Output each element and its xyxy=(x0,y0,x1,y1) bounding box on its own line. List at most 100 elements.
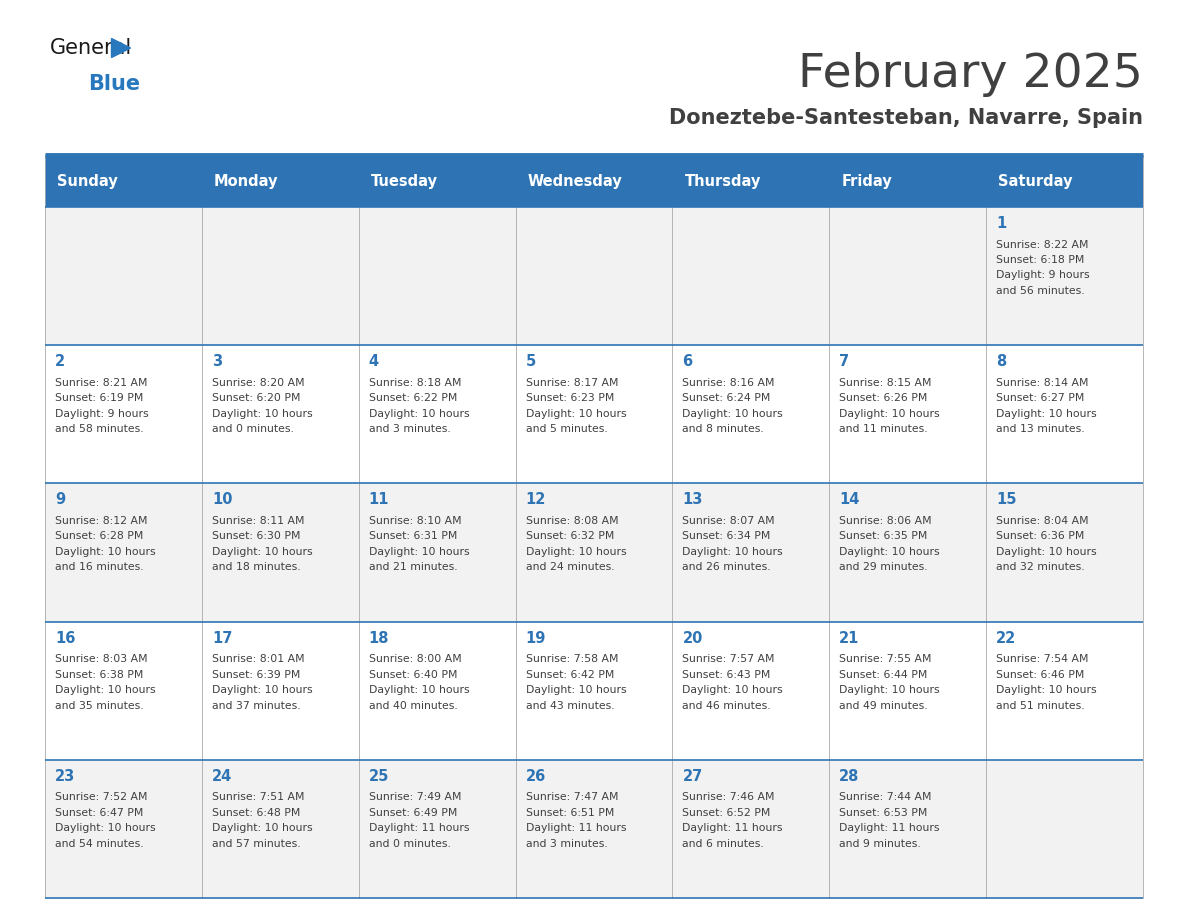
Text: Sunset: 6:53 PM: Sunset: 6:53 PM xyxy=(839,808,928,818)
Text: Sunrise: 7:57 AM: Sunrise: 7:57 AM xyxy=(682,655,775,664)
Bar xyxy=(516,207,672,345)
Text: Daylight: 11 hours: Daylight: 11 hours xyxy=(368,823,469,834)
Text: and 11 minutes.: and 11 minutes. xyxy=(839,424,928,434)
Bar xyxy=(829,621,986,760)
Text: and 32 minutes.: and 32 minutes. xyxy=(997,563,1085,573)
Bar xyxy=(672,484,829,621)
Bar xyxy=(359,207,516,345)
Text: 15: 15 xyxy=(997,492,1017,508)
Text: Sunset: 6:38 PM: Sunset: 6:38 PM xyxy=(55,669,144,679)
Bar xyxy=(45,155,1143,207)
Text: Daylight: 10 hours: Daylight: 10 hours xyxy=(997,547,1097,557)
Text: Sunset: 6:35 PM: Sunset: 6:35 PM xyxy=(839,532,928,542)
Text: and 8 minutes.: and 8 minutes. xyxy=(682,424,764,434)
Text: and 13 minutes.: and 13 minutes. xyxy=(997,424,1085,434)
Text: Sunrise: 7:54 AM: Sunrise: 7:54 AM xyxy=(997,655,1088,664)
Text: Sunset: 6:23 PM: Sunset: 6:23 PM xyxy=(525,393,614,403)
Text: Sunset: 6:51 PM: Sunset: 6:51 PM xyxy=(525,808,614,818)
Text: Sunset: 6:26 PM: Sunset: 6:26 PM xyxy=(839,393,928,403)
Text: Sunset: 6:32 PM: Sunset: 6:32 PM xyxy=(525,532,614,542)
Text: 13: 13 xyxy=(682,492,703,508)
Text: 10: 10 xyxy=(211,492,233,508)
Text: and 29 minutes.: and 29 minutes. xyxy=(839,563,928,573)
Polygon shape xyxy=(112,39,131,58)
Text: and 3 minutes.: and 3 minutes. xyxy=(368,424,450,434)
Bar xyxy=(986,207,1143,345)
Text: and 3 minutes.: and 3 minutes. xyxy=(525,839,607,849)
Text: and 46 minutes.: and 46 minutes. xyxy=(682,700,771,711)
Text: Sunrise: 8:06 AM: Sunrise: 8:06 AM xyxy=(839,516,931,526)
Text: Sunrise: 8:00 AM: Sunrise: 8:00 AM xyxy=(368,655,461,664)
Bar xyxy=(202,345,359,484)
Bar xyxy=(516,621,672,760)
Text: Sunset: 6:40 PM: Sunset: 6:40 PM xyxy=(368,669,457,679)
Text: 7: 7 xyxy=(839,354,849,369)
Text: Thursday: Thursday xyxy=(684,174,760,188)
Text: Sunrise: 7:55 AM: Sunrise: 7:55 AM xyxy=(839,655,931,664)
Text: Sunset: 6:18 PM: Sunset: 6:18 PM xyxy=(997,255,1085,265)
Bar xyxy=(516,760,672,898)
Text: Daylight: 10 hours: Daylight: 10 hours xyxy=(525,685,626,695)
Text: 19: 19 xyxy=(525,631,546,645)
Text: 5: 5 xyxy=(525,354,536,369)
Text: Daylight: 9 hours: Daylight: 9 hours xyxy=(55,409,148,419)
Text: Sunrise: 8:17 AM: Sunrise: 8:17 AM xyxy=(525,377,618,387)
Text: Sunset: 6:44 PM: Sunset: 6:44 PM xyxy=(839,669,928,679)
Text: Daylight: 10 hours: Daylight: 10 hours xyxy=(55,823,156,834)
Text: Sunset: 6:46 PM: Sunset: 6:46 PM xyxy=(997,669,1085,679)
Text: Daylight: 11 hours: Daylight: 11 hours xyxy=(839,823,940,834)
Text: Daylight: 10 hours: Daylight: 10 hours xyxy=(368,685,469,695)
Text: Sunset: 6:20 PM: Sunset: 6:20 PM xyxy=(211,393,301,403)
Text: Sunset: 6:49 PM: Sunset: 6:49 PM xyxy=(368,808,457,818)
Text: Daylight: 10 hours: Daylight: 10 hours xyxy=(368,547,469,557)
Text: Sunday: Sunday xyxy=(57,174,118,188)
Text: Sunset: 6:48 PM: Sunset: 6:48 PM xyxy=(211,808,301,818)
Text: Sunrise: 7:46 AM: Sunrise: 7:46 AM xyxy=(682,792,775,802)
Bar xyxy=(986,484,1143,621)
Text: Sunset: 6:42 PM: Sunset: 6:42 PM xyxy=(525,669,614,679)
Text: Sunrise: 8:03 AM: Sunrise: 8:03 AM xyxy=(55,655,147,664)
Bar xyxy=(672,760,829,898)
Text: and 43 minutes.: and 43 minutes. xyxy=(525,700,614,711)
Text: Sunrise: 8:01 AM: Sunrise: 8:01 AM xyxy=(211,655,304,664)
Text: Sunset: 6:31 PM: Sunset: 6:31 PM xyxy=(368,532,457,542)
Text: and 56 minutes.: and 56 minutes. xyxy=(997,286,1085,296)
Text: Sunrise: 8:16 AM: Sunrise: 8:16 AM xyxy=(682,377,775,387)
Text: Sunrise: 8:14 AM: Sunrise: 8:14 AM xyxy=(997,377,1088,387)
Text: Sunrise: 8:15 AM: Sunrise: 8:15 AM xyxy=(839,377,931,387)
Text: 3: 3 xyxy=(211,354,222,369)
Text: Daylight: 10 hours: Daylight: 10 hours xyxy=(525,547,626,557)
Text: and 24 minutes.: and 24 minutes. xyxy=(525,563,614,573)
Text: Sunset: 6:36 PM: Sunset: 6:36 PM xyxy=(997,532,1085,542)
Text: Sunrise: 8:20 AM: Sunrise: 8:20 AM xyxy=(211,377,304,387)
Text: 22: 22 xyxy=(997,631,1017,645)
Text: and 16 minutes.: and 16 minutes. xyxy=(55,563,144,573)
Bar xyxy=(45,345,202,484)
Text: Sunset: 6:39 PM: Sunset: 6:39 PM xyxy=(211,669,301,679)
Bar xyxy=(986,345,1143,484)
Text: Daylight: 10 hours: Daylight: 10 hours xyxy=(211,547,312,557)
Text: Daylight: 10 hours: Daylight: 10 hours xyxy=(839,409,940,419)
Text: 4: 4 xyxy=(368,354,379,369)
Text: Sunrise: 8:22 AM: Sunrise: 8:22 AM xyxy=(997,240,1088,250)
Bar xyxy=(516,484,672,621)
Bar xyxy=(829,345,986,484)
Text: Sunrise: 7:52 AM: Sunrise: 7:52 AM xyxy=(55,792,147,802)
Text: 25: 25 xyxy=(368,768,390,784)
Text: Daylight: 10 hours: Daylight: 10 hours xyxy=(211,409,312,419)
Bar xyxy=(202,207,359,345)
Text: Sunrise: 8:04 AM: Sunrise: 8:04 AM xyxy=(997,516,1088,526)
Text: Daylight: 10 hours: Daylight: 10 hours xyxy=(525,409,626,419)
Text: Sunrise: 7:47 AM: Sunrise: 7:47 AM xyxy=(525,792,618,802)
Text: Daylight: 10 hours: Daylight: 10 hours xyxy=(839,547,940,557)
Text: and 0 minutes.: and 0 minutes. xyxy=(211,424,293,434)
Text: 11: 11 xyxy=(368,492,390,508)
Bar xyxy=(359,621,516,760)
Text: 8: 8 xyxy=(997,354,1006,369)
Text: Sunset: 6:52 PM: Sunset: 6:52 PM xyxy=(682,808,771,818)
Text: Daylight: 10 hours: Daylight: 10 hours xyxy=(55,547,156,557)
Text: Daylight: 10 hours: Daylight: 10 hours xyxy=(211,685,312,695)
Text: 9: 9 xyxy=(55,492,65,508)
Text: Blue: Blue xyxy=(88,74,140,94)
Text: and 40 minutes.: and 40 minutes. xyxy=(368,700,457,711)
